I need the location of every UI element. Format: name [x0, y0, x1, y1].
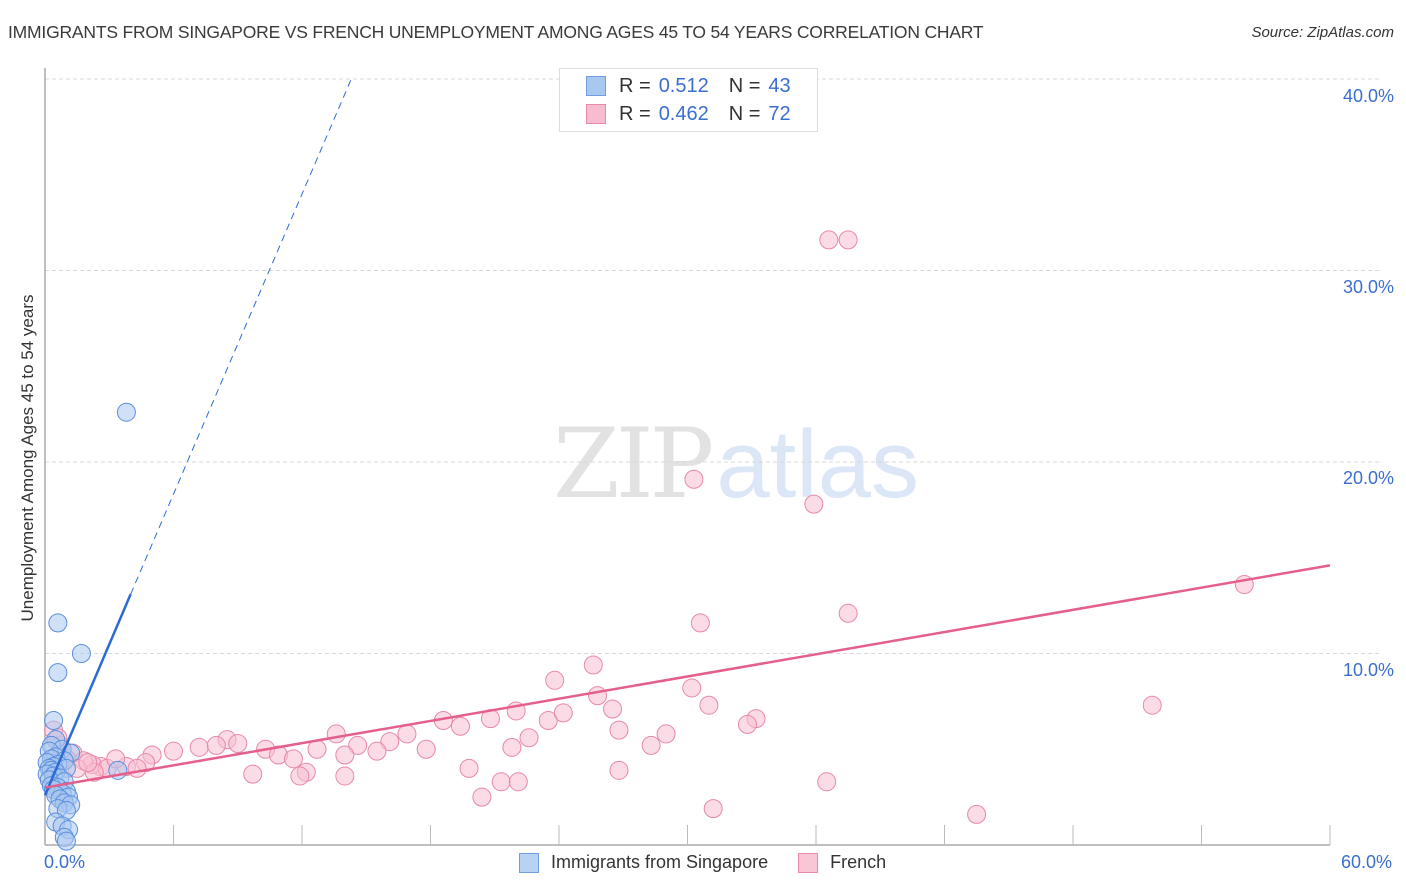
series-legend: Immigrants from Singapore French: [519, 852, 916, 873]
gridlines: [45, 78, 1380, 654]
r-value: 0.512: [658, 74, 709, 97]
axes: [44, 68, 1331, 846]
data-point: [682, 678, 702, 698]
data-point: [348, 735, 368, 755]
data-point: [545, 670, 565, 690]
data-point: [290, 766, 310, 786]
r-label: R =: [619, 102, 651, 125]
data-point: [641, 735, 661, 755]
data-point: [819, 230, 839, 250]
data-point: [48, 613, 68, 633]
y-tick-40: 40.0%: [1342, 86, 1394, 106]
data-point: [1142, 695, 1162, 715]
data-point: [684, 469, 704, 489]
data-point: [228, 734, 248, 754]
singapore-swatch: [586, 76, 606, 96]
trend-lines: [43, 78, 1331, 796]
r-label: R =: [619, 74, 651, 97]
data-point: [450, 716, 470, 736]
data-point: [459, 758, 479, 778]
data-point: [502, 737, 522, 757]
data-point: [609, 720, 629, 740]
singapore-swatch: [519, 852, 539, 873]
data-point: [508, 772, 528, 792]
data-point: [817, 772, 837, 792]
x-tick-min: 0.0%: [44, 852, 86, 872]
data-point: [44, 711, 64, 731]
data-point: [416, 739, 436, 759]
data-point: [397, 724, 417, 744]
data-point: [472, 787, 492, 807]
data-point: [553, 703, 573, 723]
singapore-points: [37, 402, 136, 851]
x-tick-max: 60.0%: [1341, 852, 1393, 872]
french-swatch: [586, 104, 606, 124]
data-point: [127, 758, 147, 778]
zipatlas-watermark: ZIPatlas: [553, 408, 919, 520]
data-point: [967, 804, 987, 824]
data-point: [189, 737, 209, 757]
french-trend-line: [44, 564, 1331, 789]
legend-item-french[interactable]: French: [798, 852, 886, 873]
data-point: [609, 760, 629, 780]
y-tick-10: 10.0%: [1342, 660, 1394, 680]
data-point: [116, 402, 136, 422]
watermark-zip: ZIP: [553, 408, 714, 520]
legend-item-singapore[interactable]: Immigrants from Singapore: [519, 852, 768, 873]
data-point: [703, 799, 723, 819]
y-axis-label: Unemployment Among Ages 45 to 54 years: [18, 294, 37, 622]
singapore-trend-extension: [130, 78, 352, 595]
data-point: [326, 724, 346, 744]
data-point: [538, 711, 558, 731]
data-point: [583, 655, 603, 675]
y-tick-20: 20.0%: [1342, 468, 1394, 488]
chart-title: IMMIGRANTS FROM SINGAPORE VS FRENCH UNEM…: [8, 22, 984, 42]
data-point: [243, 764, 263, 784]
data-point: [367, 741, 387, 761]
data-point: [335, 745, 355, 765]
data-point: [656, 724, 676, 744]
data-point: [78, 753, 98, 773]
legend-label-singapore: Immigrants from Singapore: [551, 852, 769, 872]
correlation-legend: R = 0.512 N = 43 R = 0.462 N = 72: [559, 68, 818, 132]
r-value: 0.462: [658, 102, 709, 125]
data-point: [335, 766, 355, 786]
n-label: N =: [728, 102, 761, 125]
french-points: [44, 230, 1254, 824]
data-point: [56, 831, 76, 851]
data-point: [699, 695, 719, 715]
data-point: [804, 494, 824, 514]
y-tick-30: 30.0%: [1342, 277, 1394, 297]
n-value: 72: [768, 102, 791, 125]
data-point: [588, 686, 608, 706]
data-point: [838, 603, 858, 623]
source-credit: Source: ZipAtlas.com: [1251, 24, 1394, 41]
data-point: [307, 739, 327, 759]
data-point: [838, 230, 858, 250]
singapore-trend-line: [43, 593, 132, 796]
data-point: [206, 735, 226, 755]
data-point: [737, 714, 757, 734]
french-swatch: [798, 852, 819, 873]
legend-row-singapore: R = 0.512 N = 43: [586, 74, 791, 98]
legend-label-french: French: [830, 852, 887, 872]
data-point: [491, 772, 511, 792]
data-point: [519, 728, 539, 748]
data-point: [603, 699, 623, 719]
data-point: [164, 741, 183, 761]
n-label: N =: [728, 74, 761, 97]
n-value: 43: [768, 74, 791, 97]
data-point: [380, 732, 400, 752]
data-point: [690, 613, 710, 633]
data-point: [71, 644, 91, 663]
data-point: [48, 663, 68, 683]
legend-row-french: R = 0.462 N = 72: [586, 102, 791, 126]
data-point: [283, 749, 303, 769]
